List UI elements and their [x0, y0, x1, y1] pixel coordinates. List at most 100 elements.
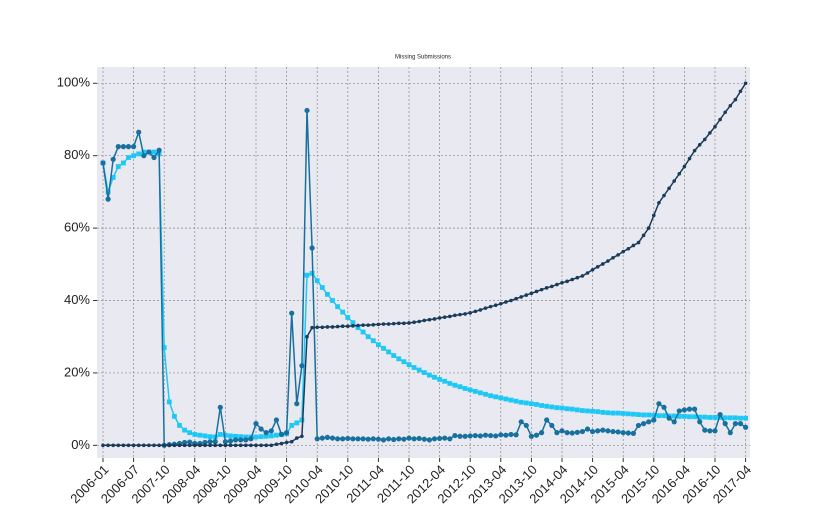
point: [687, 156, 692, 161]
point: [743, 81, 748, 86]
point: [406, 362, 412, 367]
point: [652, 213, 656, 218]
point: [636, 240, 641, 245]
point: [365, 436, 371, 442]
point: [498, 395, 504, 401]
point: [707, 415, 713, 420]
point: [192, 432, 198, 437]
point: [207, 439, 213, 445]
point: [590, 428, 596, 435]
point: [426, 437, 432, 443]
point: [605, 410, 611, 416]
plot-area: [97, 67, 750, 458]
point: [713, 124, 717, 129]
point: [310, 325, 314, 330]
point: [584, 426, 591, 432]
point: [227, 438, 234, 444]
point: [376, 322, 381, 327]
point: [421, 370, 427, 375]
point: [289, 423, 295, 428]
point: [692, 406, 698, 412]
point: [509, 298, 513, 303]
point: [738, 89, 743, 94]
point: [253, 421, 259, 427]
point: [166, 399, 172, 405]
point: [115, 144, 121, 150]
point: [268, 428, 274, 434]
point: [427, 372, 432, 378]
point: [605, 428, 611, 434]
point: [631, 243, 636, 248]
point: [595, 428, 601, 434]
point: [722, 421, 728, 427]
point: [432, 317, 437, 321]
point: [723, 110, 727, 115]
point: [110, 156, 116, 162]
point: [320, 325, 325, 330]
point: [447, 436, 453, 442]
point: [677, 172, 682, 176]
point: [569, 430, 575, 436]
point: [666, 415, 672, 421]
point: [263, 430, 269, 436]
point: [570, 277, 574, 282]
point: [397, 321, 401, 326]
point: [202, 433, 208, 439]
point: [692, 148, 697, 153]
point: [381, 345, 386, 351]
point: [523, 400, 529, 406]
point: [217, 404, 223, 410]
point: [606, 259, 610, 263]
point: [167, 443, 172, 448]
point: [630, 430, 637, 436]
point: [682, 164, 687, 169]
y-tick-label: 80%: [64, 147, 90, 162]
point: [279, 441, 284, 446]
point: [416, 435, 422, 442]
point: [462, 433, 468, 439]
point: [274, 432, 279, 438]
point: [554, 430, 560, 436]
point: [172, 413, 177, 419]
point: [295, 436, 299, 440]
point: [651, 417, 657, 423]
point: [126, 443, 131, 448]
point: [733, 97, 738, 102]
point: [692, 414, 697, 420]
point: [340, 436, 346, 442]
point: [590, 408, 595, 414]
point: [407, 321, 411, 325]
point: [620, 411, 626, 416]
point: [601, 262, 605, 266]
point: [554, 405, 560, 411]
point: [411, 365, 417, 370]
point: [528, 433, 535, 439]
point: [315, 325, 320, 330]
point: [585, 408, 590, 414]
point: [157, 443, 161, 448]
point: [575, 275, 580, 280]
point: [401, 436, 407, 442]
point: [631, 411, 636, 417]
point: [319, 285, 325, 290]
point: [610, 410, 616, 416]
point: [177, 423, 182, 428]
point: [559, 428, 565, 434]
point: [646, 412, 652, 418]
point: [136, 443, 141, 448]
point: [401, 359, 407, 365]
point: [411, 436, 417, 442]
point: [493, 394, 499, 400]
point: [193, 443, 197, 448]
point: [182, 443, 187, 448]
point: [636, 412, 641, 417]
point: [467, 387, 473, 393]
point: [580, 408, 585, 413]
point: [595, 409, 601, 415]
point: [620, 430, 626, 436]
point: [304, 272, 310, 278]
point: [600, 427, 606, 433]
point: [223, 432, 228, 438]
point: [529, 291, 534, 296]
point: [657, 200, 661, 205]
